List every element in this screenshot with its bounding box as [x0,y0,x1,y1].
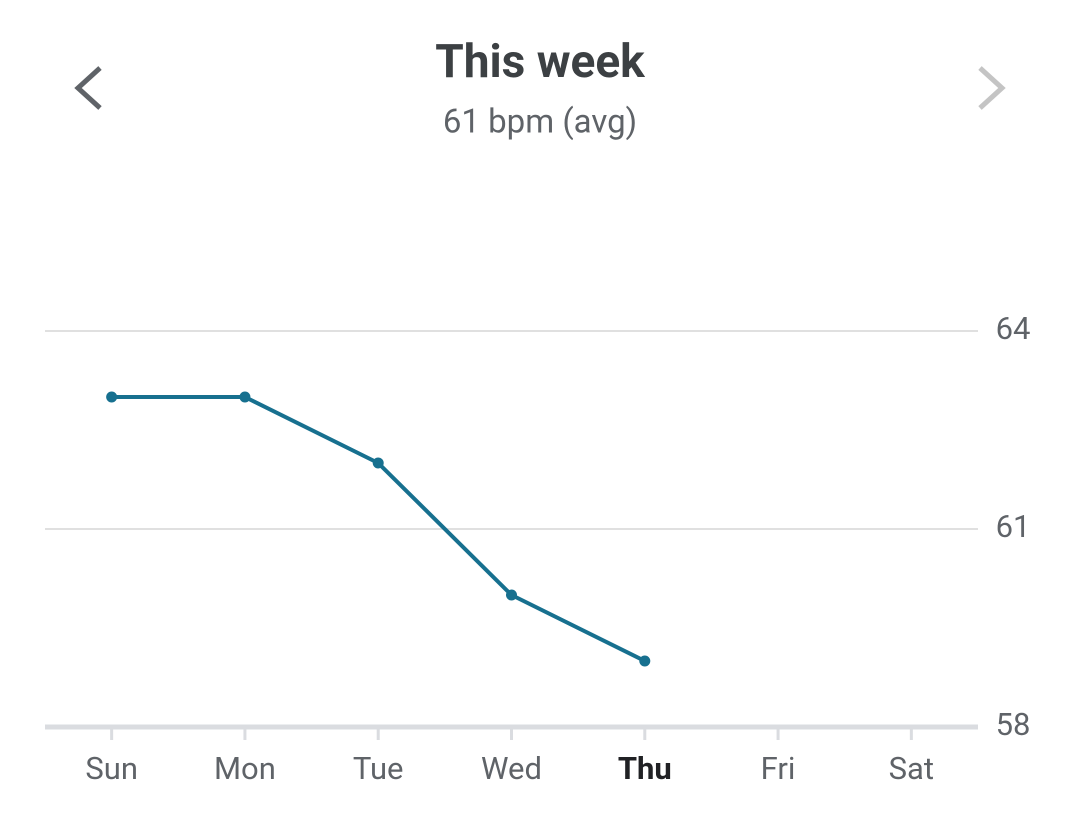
x-tick-label: Thu [618,750,672,787]
x-tick-label: Wed [481,750,542,787]
previous-arrow[interactable] [74,66,102,110]
chart-subtitle: 61 bpm (avg) [443,103,637,142]
chart-title: This week [435,35,646,89]
point [506,589,517,601]
point [639,655,651,667]
y-tick-label: 61 [996,508,1031,545]
x-tick-label: Sat [889,750,934,787]
y-tick-label: 58 [996,706,1031,743]
x-tick-label: Mon [214,750,276,787]
x-tick-label: Fri [761,750,796,787]
x-tick-label: Sun [85,750,138,787]
next-arrow[interactable] [978,66,1006,110]
point [239,391,251,403]
x-tick-label: Tue [353,750,404,787]
y-tick-label: 64 [996,310,1031,347]
point [106,391,118,403]
point [372,457,384,469]
